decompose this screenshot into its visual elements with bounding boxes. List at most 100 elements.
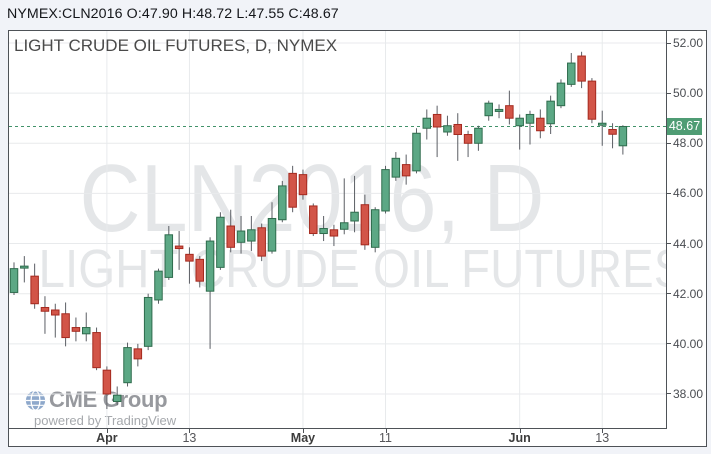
candle-body xyxy=(278,185,287,221)
candle-body xyxy=(597,122,607,126)
candle-body xyxy=(370,209,380,248)
powered-by-tradingview-link[interactable]: powered by TradingView xyxy=(34,413,177,428)
time-tick-mark xyxy=(106,429,108,433)
price-axis-label: 42.00 xyxy=(673,286,704,301)
candle-body xyxy=(51,309,60,316)
candle-body xyxy=(463,134,473,144)
candle-body xyxy=(525,113,535,124)
candle-body xyxy=(164,234,174,278)
last-price-badge: 48.67 xyxy=(667,117,702,135)
price-tick-mark xyxy=(667,393,671,395)
candle-body xyxy=(133,348,143,360)
time-axis-label: 13 xyxy=(182,431,197,445)
time-tick-mark xyxy=(302,429,304,433)
candle-body xyxy=(505,105,514,119)
watermark-symbol: CLN2016, D xyxy=(79,145,545,252)
watermark-instrument: LIGHT CRUDE OIL FUTURES xyxy=(38,239,686,299)
candle-body xyxy=(536,117,545,132)
candle-body xyxy=(319,228,328,235)
price-tick-mark xyxy=(667,243,671,245)
candle-body xyxy=(360,204,370,246)
quote-readout: NYMEX:CLN2016 O:47.90 H:48.72 L:47.55 C:… xyxy=(7,6,339,22)
candle-body xyxy=(71,327,81,332)
candle-body xyxy=(577,55,586,82)
price-tick-mark xyxy=(667,192,671,194)
candle-body xyxy=(443,125,452,133)
candle-body xyxy=(112,394,122,403)
time-axis-label: May xyxy=(290,431,316,445)
candle-body xyxy=(40,306,50,312)
candle-body xyxy=(567,62,576,85)
candle-body xyxy=(484,102,493,117)
price-tick-mark xyxy=(667,42,671,44)
candle-body xyxy=(608,128,617,135)
cme-globe-icon xyxy=(25,390,46,411)
candle-body xyxy=(185,253,194,262)
candle-body xyxy=(236,230,246,243)
price-axis-label: 44.00 xyxy=(673,236,704,251)
candle-body xyxy=(587,80,597,120)
candle-body xyxy=(174,245,184,250)
candle-body xyxy=(226,225,235,248)
candle-body xyxy=(432,113,442,128)
candle-body xyxy=(391,157,401,178)
price-axis-label: 46.00 xyxy=(673,186,704,201)
time-tick-mark xyxy=(519,429,521,433)
price-tick-mark xyxy=(667,92,671,94)
time-axis[interactable]: Apr 13 May 11 Jun 13 xyxy=(9,429,667,446)
candle-body xyxy=(453,123,463,136)
price-axis-label: 40.00 xyxy=(673,336,704,351)
price-axis-label: 50.00 xyxy=(673,86,704,101)
price-axis-label: 38.00 xyxy=(673,386,704,401)
price-tick-mark xyxy=(667,293,671,295)
chart-plot-area[interactable] xyxy=(9,31,667,429)
candle-body xyxy=(412,132,421,172)
time-tick-mark xyxy=(602,429,604,433)
candle-body xyxy=(216,216,225,268)
time-axis-label: 11 xyxy=(379,431,392,445)
candle-body xyxy=(154,270,163,301)
chart-title: LIGHT CRUDE OIL FUTURES, D, NYMEX xyxy=(14,36,338,55)
price-tick-mark xyxy=(667,142,671,144)
candle-body xyxy=(61,313,70,339)
candle-body xyxy=(195,258,205,282)
candle-body xyxy=(81,327,91,335)
chart-widget: CLN2016, D LIGHT CRUDE OIL FUTURES CME G… xyxy=(8,30,707,447)
time-tick-mark xyxy=(189,429,191,433)
candle-body xyxy=(267,217,277,252)
candlestick-chart[interactable] xyxy=(9,31,666,428)
candle-body xyxy=(9,268,19,293)
price-axis[interactable]: 48.67 52.00 50.00 48.00 46.00 44.00 42.00 40.0… xyxy=(667,31,706,446)
candle-body xyxy=(618,125,628,147)
candle-body xyxy=(515,117,524,127)
candle-body xyxy=(309,205,318,235)
candle-body xyxy=(339,222,349,230)
candle-body xyxy=(92,332,101,369)
candle-body xyxy=(102,369,112,395)
candle-body xyxy=(329,229,339,237)
candle-body xyxy=(288,172,297,208)
candle-body xyxy=(401,164,411,177)
time-tick-mark xyxy=(385,429,387,433)
price-axis-label: 48.00 xyxy=(673,136,704,151)
candle-body xyxy=(494,108,504,112)
candle-body xyxy=(30,275,39,305)
candle-body xyxy=(298,174,308,196)
candle-body xyxy=(474,127,483,144)
candle-body xyxy=(546,100,555,125)
candle-body xyxy=(20,265,29,269)
price-tick-mark xyxy=(667,343,671,345)
candle-body xyxy=(205,240,215,292)
time-axis-label: Apr xyxy=(96,431,118,445)
time-axis-label: 13 xyxy=(595,431,610,445)
candle-body xyxy=(257,227,266,257)
time-axis-label: Jun xyxy=(508,431,531,445)
candle-body xyxy=(556,82,566,107)
price-axis-label: 52.00 xyxy=(673,36,704,50)
candle-body xyxy=(123,347,132,384)
candle-body xyxy=(143,296,153,347)
candle-body xyxy=(247,229,256,242)
candle-body xyxy=(381,169,390,212)
candle-body xyxy=(350,211,359,222)
